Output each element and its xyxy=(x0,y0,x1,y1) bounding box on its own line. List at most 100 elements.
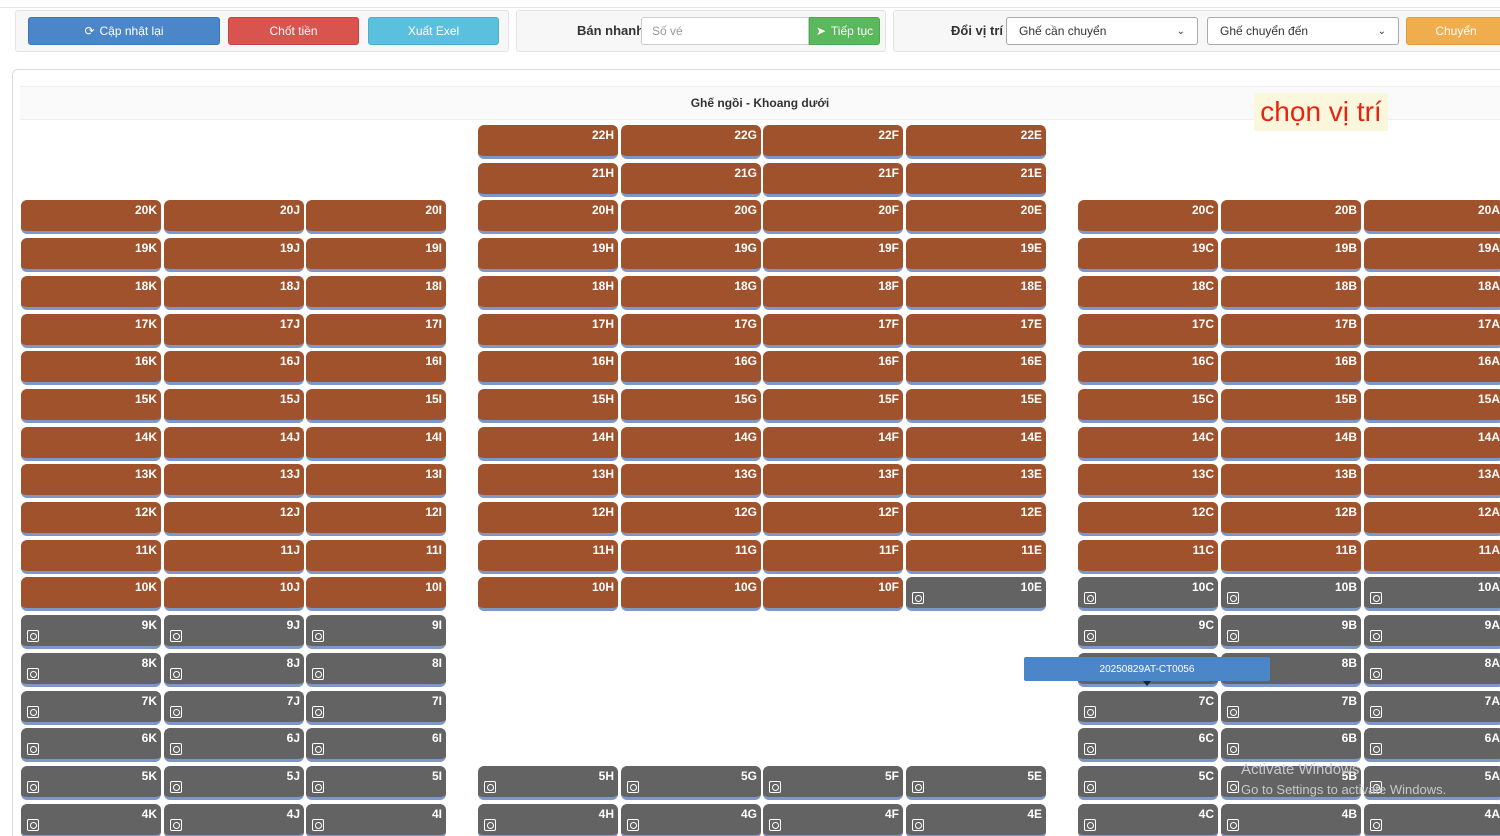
seat-14f[interactable]: 14F xyxy=(763,427,903,461)
seat-14h[interactable]: 14H xyxy=(478,427,618,461)
seat-9j[interactable]: 9J xyxy=(164,615,304,649)
seat-9a[interactable]: 9A xyxy=(1364,615,1500,649)
seat-18c[interactable]: 18C xyxy=(1078,276,1218,310)
seat-15e[interactable]: 15E xyxy=(906,389,1046,423)
seat-9i[interactable]: 9I xyxy=(306,615,446,649)
seat-9k[interactable]: 9K xyxy=(21,615,161,649)
seat-12b[interactable]: 12B xyxy=(1221,502,1361,536)
seat-4f[interactable]: 4F xyxy=(763,804,903,836)
seat-18h[interactable]: 18H xyxy=(478,276,618,310)
seat-9c[interactable]: 9C xyxy=(1078,615,1218,649)
seat-14i[interactable]: 14I xyxy=(306,427,446,461)
seat-12i[interactable]: 12I xyxy=(306,502,446,536)
seat-10i[interactable]: 10I xyxy=(306,577,446,611)
seat-5g[interactable]: 5G xyxy=(621,766,761,800)
seat-11h[interactable]: 11H xyxy=(478,540,618,574)
seat-18f[interactable]: 18F xyxy=(763,276,903,310)
seat-10h[interactable]: 10H xyxy=(478,577,618,611)
seat-6k[interactable]: 6K xyxy=(21,728,161,762)
seat-12j[interactable]: 12J xyxy=(164,502,304,536)
seat-15a[interactable]: 15A xyxy=(1364,389,1500,423)
move-seat-button[interactable]: Chuyển xyxy=(1406,17,1500,45)
seat-16h[interactable]: 16H xyxy=(478,351,618,385)
seat-14j[interactable]: 14J xyxy=(164,427,304,461)
seat-13k[interactable]: 13K xyxy=(21,464,161,498)
seat-11k[interactable]: 11K xyxy=(21,540,161,574)
seat-12e[interactable]: 12E xyxy=(906,502,1046,536)
seat-17c[interactable]: 17C xyxy=(1078,314,1218,348)
seat-20f[interactable]: 20F xyxy=(763,200,903,234)
seat-21h[interactable]: 21H xyxy=(478,163,618,197)
seat-14k[interactable]: 14K xyxy=(21,427,161,461)
seat-15b[interactable]: 15B xyxy=(1221,389,1361,423)
seat-6c[interactable]: 6C xyxy=(1078,728,1218,762)
seat-11e[interactable]: 11E xyxy=(906,540,1046,574)
seat-18j[interactable]: 18J xyxy=(164,276,304,310)
seat-13f[interactable]: 13F xyxy=(763,464,903,498)
seat-15i[interactable]: 15I xyxy=(306,389,446,423)
seat-16b[interactable]: 16B xyxy=(1221,351,1361,385)
seat-12c[interactable]: 12C xyxy=(1078,502,1218,536)
seat-18a[interactable]: 18A xyxy=(1364,276,1500,310)
seat-15j[interactable]: 15J xyxy=(164,389,304,423)
seat-17j[interactable]: 17J xyxy=(164,314,304,348)
seat-20c[interactable]: 20C xyxy=(1078,200,1218,234)
seat-7b[interactable]: 7B xyxy=(1221,691,1361,725)
seat-15h[interactable]: 15H xyxy=(478,389,618,423)
seat-20g[interactable]: 20G xyxy=(621,200,761,234)
seat-6b[interactable]: 6B xyxy=(1221,728,1361,762)
seat-8j[interactable]: 8J xyxy=(164,653,304,687)
seat-13h[interactable]: 13H xyxy=(478,464,618,498)
seat-20a[interactable]: 20A xyxy=(1364,200,1500,234)
seat-7j[interactable]: 7J xyxy=(164,691,304,725)
seat-10k[interactable]: 10K xyxy=(21,577,161,611)
seat-4g[interactable]: 4G xyxy=(621,804,761,836)
seat-14a[interactable]: 14A xyxy=(1364,427,1500,461)
seat-6a[interactable]: 6A xyxy=(1364,728,1500,762)
to-seat-select[interactable]: Ghế chuyển đến ⌄ xyxy=(1207,17,1399,45)
seat-18g[interactable]: 18G xyxy=(621,276,761,310)
seat-11j[interactable]: 11J xyxy=(164,540,304,574)
seat-7i[interactable]: 7I xyxy=(306,691,446,725)
seat-8k[interactable]: 8K xyxy=(21,653,161,687)
seat-12f[interactable]: 12F xyxy=(763,502,903,536)
seat-4b[interactable]: 4B xyxy=(1221,804,1361,836)
seat-16j[interactable]: 16J xyxy=(164,351,304,385)
seat-16g[interactable]: 16G xyxy=(621,351,761,385)
seat-19j[interactable]: 19J xyxy=(164,238,304,272)
seat-4c[interactable]: 4C xyxy=(1078,804,1218,836)
seat-18i[interactable]: 18I xyxy=(306,276,446,310)
seat-13c[interactable]: 13C xyxy=(1078,464,1218,498)
seat-4a[interactable]: 4A xyxy=(1364,804,1500,836)
seat-10a[interactable]: 10A xyxy=(1364,577,1500,611)
seat-11g[interactable]: 11G xyxy=(621,540,761,574)
seat-5i[interactable]: 5I xyxy=(306,766,446,800)
seat-16c[interactable]: 16C xyxy=(1078,351,1218,385)
seat-19i[interactable]: 19I xyxy=(306,238,446,272)
seat-5k[interactable]: 5K xyxy=(21,766,161,800)
seat-17i[interactable]: 17I xyxy=(306,314,446,348)
seat-15c[interactable]: 15C xyxy=(1078,389,1218,423)
seat-12g[interactable]: 12G xyxy=(621,502,761,536)
seat-20e[interactable]: 20E xyxy=(906,200,1046,234)
seat-22e[interactable]: 22E xyxy=(906,125,1046,159)
seat-8a[interactable]: 8A xyxy=(1364,653,1500,687)
seat-15f[interactable]: 15F xyxy=(763,389,903,423)
seat-5f[interactable]: 5F xyxy=(763,766,903,800)
seat-7c[interactable]: 7C xyxy=(1078,691,1218,725)
seat-19b[interactable]: 19B xyxy=(1221,238,1361,272)
export-excel-button[interactable]: Xuất Exel xyxy=(368,17,499,45)
seat-9b[interactable]: 9B xyxy=(1221,615,1361,649)
seat-11b[interactable]: 11B xyxy=(1221,540,1361,574)
seat-16e[interactable]: 16E xyxy=(906,351,1046,385)
seat-4e[interactable]: 4E xyxy=(906,804,1046,836)
continue-button[interactable]: ➤ Tiếp tục xyxy=(809,17,880,45)
seat-20k[interactable]: 20K xyxy=(21,200,161,234)
seat-5e[interactable]: 5E xyxy=(906,766,1046,800)
seat-18k[interactable]: 18K xyxy=(21,276,161,310)
seat-6i[interactable]: 6I xyxy=(306,728,446,762)
seat-12h[interactable]: 12H xyxy=(478,502,618,536)
seat-19e[interactable]: 19E xyxy=(906,238,1046,272)
seat-17f[interactable]: 17F xyxy=(763,314,903,348)
seat-17k[interactable]: 17K xyxy=(21,314,161,348)
